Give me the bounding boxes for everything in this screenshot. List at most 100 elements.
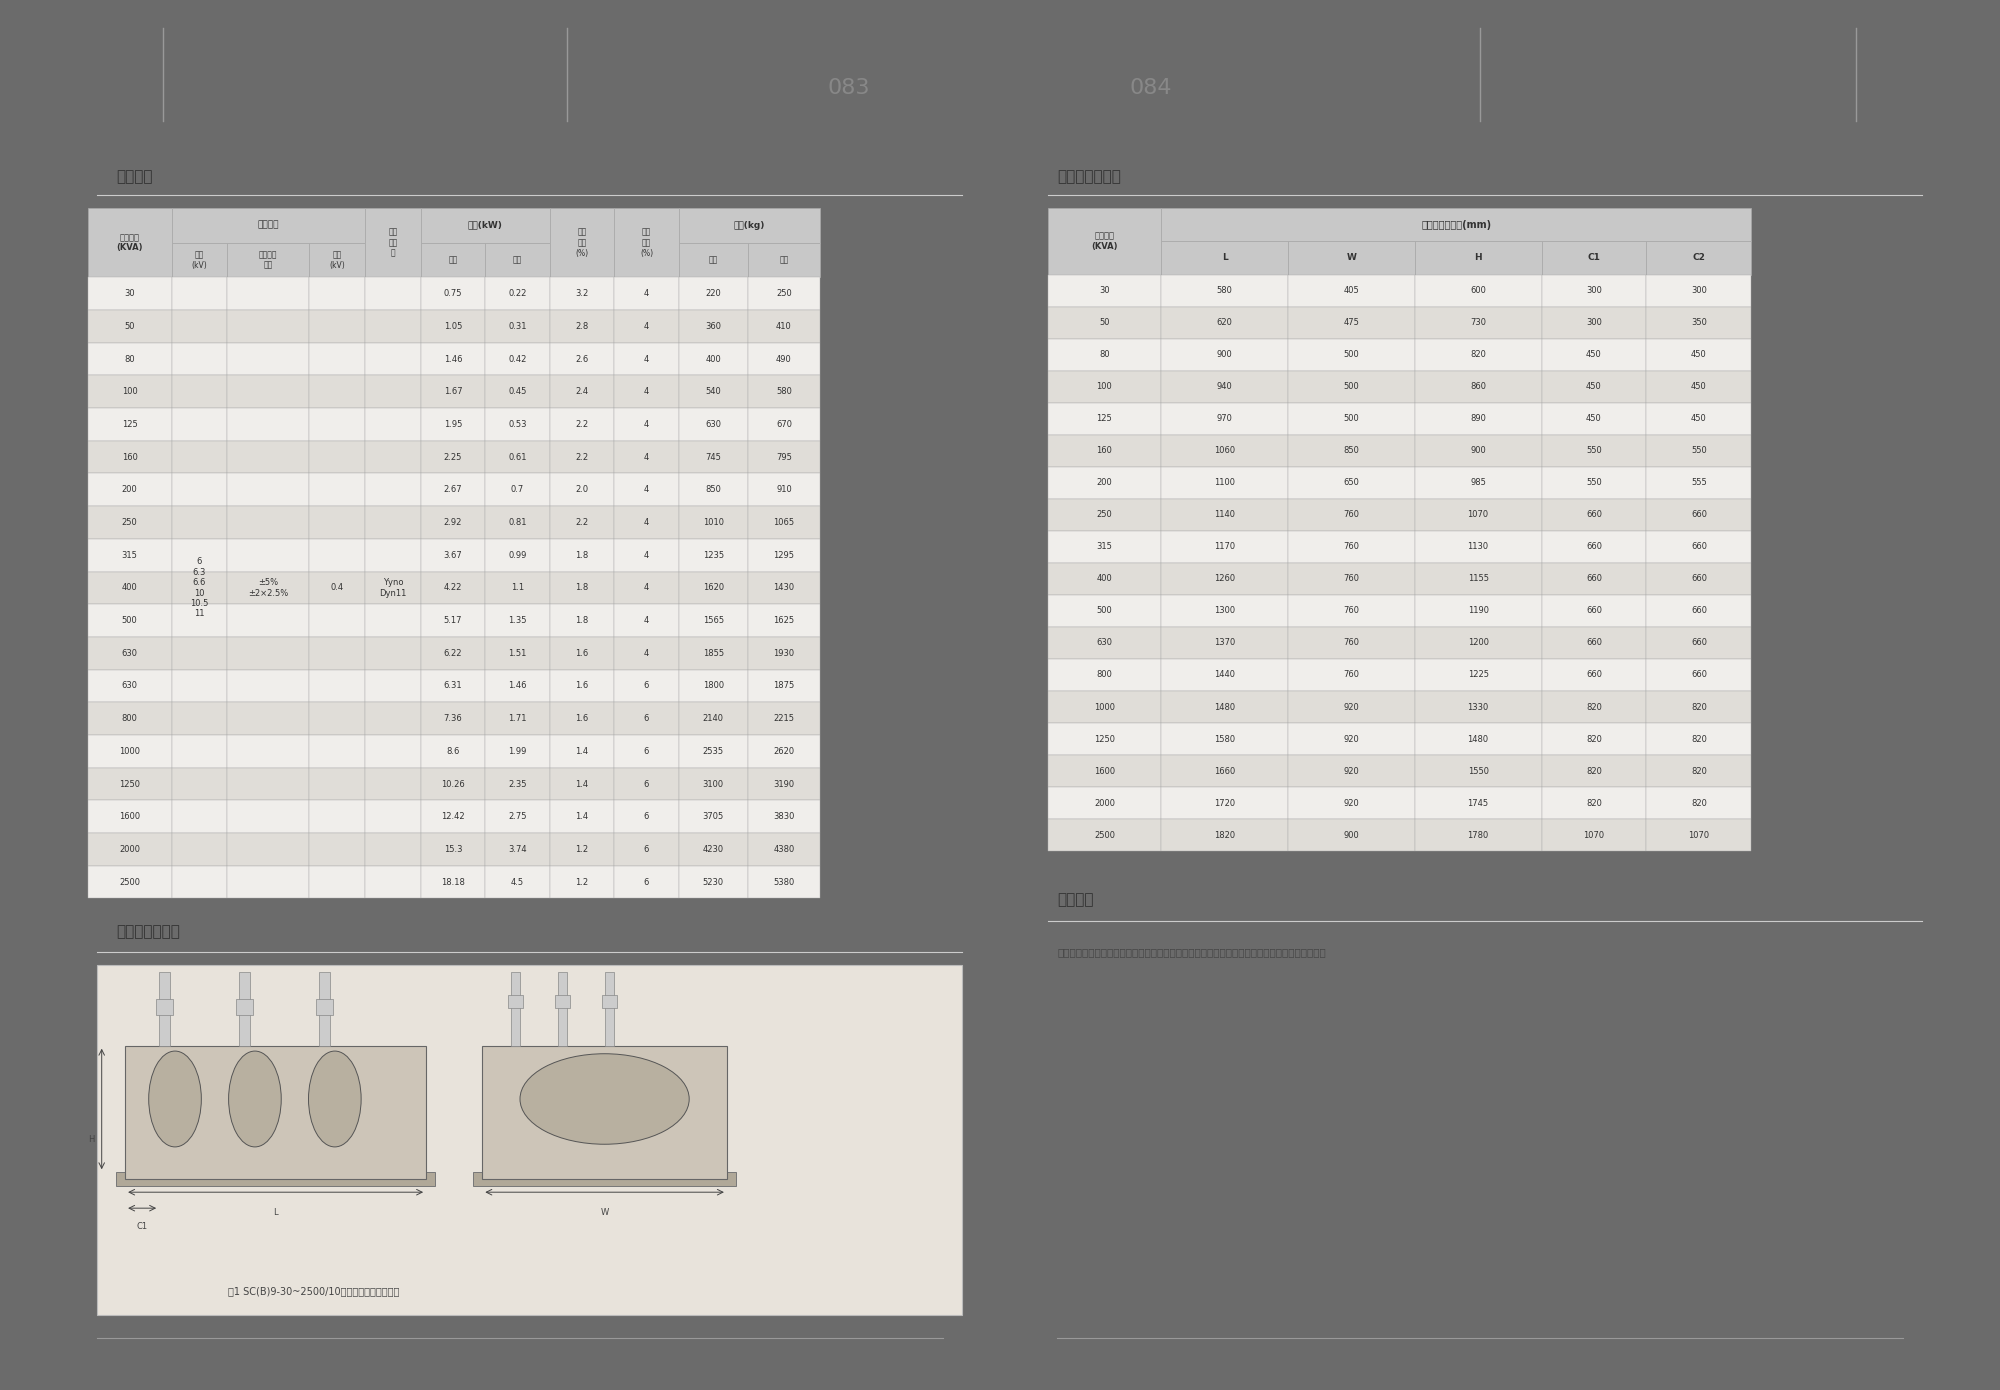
Bar: [88, 833, 172, 866]
Text: 1.67: 1.67: [444, 388, 462, 396]
Bar: [486, 474, 550, 506]
Bar: [486, 670, 550, 702]
Bar: [486, 343, 550, 375]
Bar: [558, 973, 568, 1045]
Text: 1.4: 1.4: [576, 812, 588, 821]
Text: 50: 50: [124, 322, 134, 331]
Bar: [1646, 819, 1752, 851]
Bar: [228, 767, 310, 801]
Text: 890: 890: [1470, 414, 1486, 424]
Bar: [366, 735, 420, 767]
Text: 1060: 1060: [1214, 446, 1236, 456]
Bar: [88, 441, 172, 474]
Bar: [1162, 531, 1288, 563]
Bar: [1646, 595, 1752, 627]
Text: 油重: 油重: [708, 256, 718, 264]
Bar: [172, 506, 228, 539]
Bar: [748, 605, 820, 637]
Bar: [550, 735, 614, 767]
Bar: [614, 767, 678, 801]
Bar: [310, 767, 366, 801]
Text: 1.8: 1.8: [576, 550, 588, 560]
Text: 2215: 2215: [774, 714, 794, 723]
Text: 2620: 2620: [774, 746, 794, 756]
Bar: [486, 735, 550, 767]
Bar: [1048, 275, 1162, 307]
Bar: [1288, 275, 1414, 307]
Bar: [172, 866, 228, 898]
Bar: [1414, 723, 1542, 755]
Bar: [172, 310, 228, 343]
Bar: [310, 506, 366, 539]
Text: 900: 900: [1344, 831, 1360, 840]
Bar: [366, 605, 420, 637]
Bar: [550, 375, 614, 409]
Bar: [228, 243, 310, 278]
Text: 2500: 2500: [120, 877, 140, 887]
Bar: [1542, 787, 1646, 819]
Bar: [678, 539, 748, 571]
Text: 3.67: 3.67: [444, 550, 462, 560]
Text: 联结
组标
号: 联结 组标 号: [388, 228, 398, 257]
Text: 410: 410: [776, 322, 792, 331]
Bar: [1048, 691, 1162, 723]
Ellipse shape: [148, 1051, 202, 1147]
Bar: [228, 833, 310, 866]
Bar: [172, 375, 228, 409]
Text: 475: 475: [1344, 318, 1360, 327]
Text: 1620: 1620: [702, 584, 724, 592]
Text: 745: 745: [706, 453, 722, 461]
Bar: [554, 995, 570, 1008]
Bar: [1542, 339, 1646, 371]
Bar: [550, 637, 614, 670]
Text: 660: 660: [1690, 542, 1706, 552]
Bar: [1162, 819, 1288, 851]
Bar: [1542, 242, 1646, 275]
Text: 外型及安装尺寸: 外型及安装尺寸: [1056, 170, 1120, 185]
Bar: [1646, 242, 1752, 275]
Text: 490: 490: [776, 354, 792, 364]
Text: 技术参数: 技术参数: [116, 170, 152, 185]
Text: 2.92: 2.92: [444, 518, 462, 527]
Text: 850: 850: [1344, 446, 1360, 456]
Bar: [228, 375, 310, 409]
Bar: [420, 278, 486, 310]
Bar: [1288, 563, 1414, 595]
Bar: [748, 637, 820, 670]
Bar: [1542, 627, 1646, 659]
Bar: [1646, 563, 1752, 595]
Bar: [310, 278, 366, 310]
Text: 220: 220: [706, 289, 722, 299]
Bar: [1288, 467, 1414, 499]
Text: 2500: 2500: [1094, 831, 1114, 840]
Text: 1070: 1070: [1584, 831, 1604, 840]
Bar: [550, 702, 614, 735]
Text: 1070: 1070: [1688, 831, 1710, 840]
Bar: [1288, 403, 1414, 435]
Text: 1720: 1720: [1214, 799, 1236, 808]
Text: 760: 760: [1344, 574, 1360, 584]
Text: 1.4: 1.4: [576, 780, 588, 788]
Bar: [1162, 723, 1288, 755]
Bar: [678, 208, 820, 243]
Text: 083: 083: [828, 78, 870, 97]
Bar: [1542, 307, 1646, 339]
Bar: [1162, 242, 1288, 275]
Text: 外形及安装尺寸(mm): 外形及安装尺寸(mm): [1422, 220, 1492, 229]
Text: 3100: 3100: [702, 780, 724, 788]
Bar: [1414, 627, 1542, 659]
Bar: [228, 343, 310, 375]
Bar: [486, 506, 550, 539]
Text: 4.22: 4.22: [444, 584, 462, 592]
Text: 1.8: 1.8: [576, 584, 588, 592]
Text: 550: 550: [1692, 446, 1706, 456]
Text: 30: 30: [124, 289, 134, 299]
Bar: [172, 571, 228, 605]
Bar: [614, 278, 678, 310]
Bar: [1414, 435, 1542, 467]
Bar: [614, 441, 678, 474]
Bar: [748, 670, 820, 702]
Bar: [228, 409, 310, 441]
Bar: [748, 571, 820, 605]
Bar: [228, 474, 310, 506]
